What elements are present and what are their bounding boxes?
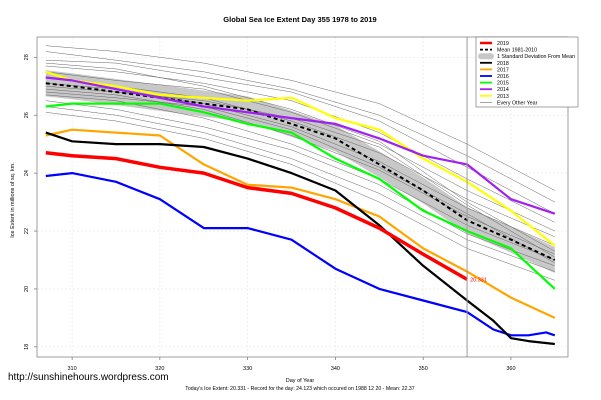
- legend-label: 2016: [497, 74, 509, 80]
- legend-label: Mean 1981-2010: [497, 48, 537, 54]
- legend-label: 2013: [497, 94, 509, 100]
- mean-line: [45, 82, 556, 261]
- y-tick-label: 20: [24, 286, 30, 292]
- legend-label: 2014: [497, 87, 509, 93]
- legend-label: 2018: [497, 61, 509, 67]
- series-line-2019: [45, 151, 468, 281]
- legend-label: 2019: [497, 41, 509, 47]
- y-tick-label: 24: [24, 170, 30, 176]
- series-line-2018: [45, 131, 555, 346]
- x-tick-label: 310: [68, 366, 77, 372]
- watermark-url: http://sunshinehours.wordpress.com: [8, 372, 169, 383]
- legend-swatch: [478, 53, 494, 60]
- footer-text: Today's Ice Extent: 20.331 - Record for …: [185, 386, 414, 392]
- x-axis-label: Day of Year: [286, 378, 315, 384]
- legend-label: 1 Standard Deviation From Mean: [497, 54, 575, 60]
- current-value-label: 20.331: [470, 277, 487, 283]
- y-tick-label: 28: [24, 54, 30, 60]
- x-tick-label: 340: [331, 366, 340, 372]
- y-tick-label: 22: [24, 228, 30, 234]
- series-line-2016: [45, 172, 556, 337]
- chart-title: Global Sea Ice Extent Day 355 1978 to 20…: [223, 15, 376, 24]
- y-tick-label: 18: [24, 344, 30, 350]
- plot-frame: [36, 36, 569, 358]
- x-tick-label: 350: [419, 366, 428, 372]
- legend-label: 2015: [497, 81, 509, 87]
- legend-label: 2017: [497, 67, 509, 73]
- x-tick-label: 320: [155, 366, 164, 372]
- y-tick-label: 26: [24, 112, 30, 118]
- y-axis-label: Ice Extent in millions of sq. km.: [10, 162, 16, 238]
- legend-box: [475, 36, 579, 108]
- x-tick-label: 360: [506, 366, 515, 372]
- legend-label: Every Other Year: [497, 100, 538, 106]
- x-tick-label: 330: [243, 366, 252, 372]
